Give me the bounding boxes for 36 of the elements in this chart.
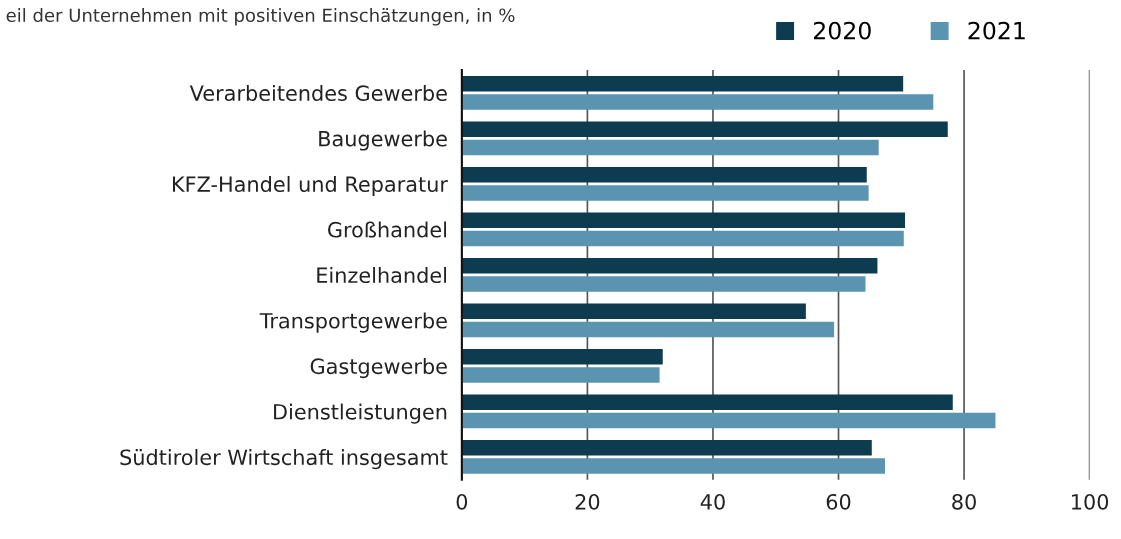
bar	[461, 75, 904, 92]
y-tick-label: Großhandel	[328, 221, 447, 238]
text: eil der Unternehmen mit positiven Einschätzungen, in %	[6, 8, 515, 26]
bar	[461, 321, 835, 338]
y-tick-label: Dienstleistungen	[274, 403, 447, 424]
y-tick-label: Baugewerbe	[319, 130, 447, 151]
bar	[461, 185, 869, 201]
x-tick-label: 100	[1072, 493, 1109, 510]
bar	[461, 303, 806, 320]
legend-label: 2020	[813, 21, 871, 40]
y-tick-label: Verarbeitendes Gewerbe	[189, 84, 447, 102]
y-tick-label: KFZ-Handel und Reparatur	[172, 175, 448, 197]
y-tick-label: Einzelhandel	[317, 266, 447, 284]
bar	[461, 276, 866, 292]
legend-label: 2021	[968, 21, 1025, 40]
bar	[461, 139, 879, 156]
bar	[461, 458, 885, 474]
bar	[461, 121, 948, 137]
x-tick-label: 40	[700, 493, 725, 510]
x-tick-label: 80	[952, 493, 976, 510]
bar	[461, 412, 996, 429]
x-tick-label: 60	[826, 493, 851, 510]
bar	[461, 349, 663, 365]
x-tick-label: 20	[575, 493, 600, 510]
bar	[461, 167, 867, 183]
bar	[461, 394, 953, 411]
bar	[461, 212, 906, 229]
bar	[461, 367, 660, 383]
bar	[461, 258, 878, 274]
bar	[461, 440, 872, 456]
y-tick-label: Gastgewerbe	[310, 358, 447, 379]
bar	[461, 94, 934, 110]
y-tick-label: Transportgewerbe	[259, 312, 447, 333]
y-tick-label: Südtiroler Wirtschaft insgesamt	[120, 449, 448, 470]
x-tick-label: 0	[456, 493, 468, 510]
bar	[461, 230, 904, 247]
